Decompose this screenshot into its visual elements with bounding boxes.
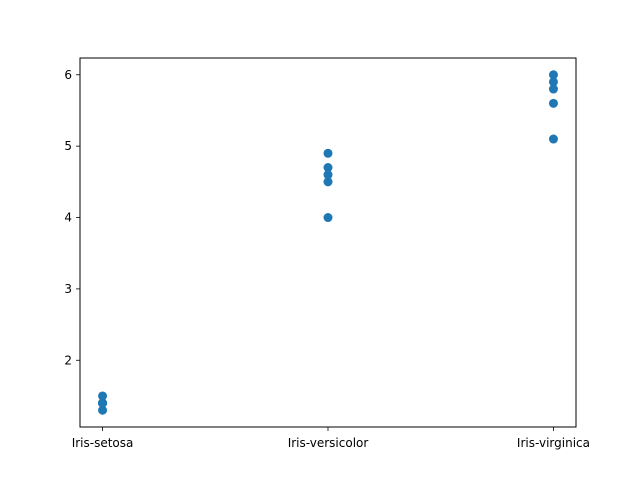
y-tick-label: 6	[64, 68, 72, 82]
scatter-point	[323, 170, 333, 180]
y-tick-label: 5	[64, 139, 72, 153]
scatter-point	[323, 148, 333, 158]
scatter-point	[323, 213, 333, 223]
y-axis: 2 3 4 5 6	[64, 68, 80, 367]
scatter-point	[323, 163, 333, 173]
x-tick-label: Iris-virginica	[517, 436, 590, 450]
scatter-point	[548, 134, 558, 144]
y-tick-label: 4	[64, 211, 72, 225]
x-tick-label: Iris-setosa	[72, 436, 134, 450]
scatter-point	[98, 405, 108, 415]
scatter-point	[548, 70, 558, 80]
y-tick-label: 2	[64, 353, 72, 367]
scatter-point	[548, 77, 558, 87]
scatter-point	[323, 177, 333, 187]
scatter-point	[548, 98, 558, 108]
x-axis: Iris-setosa Iris-versicolor Iris-virginica	[72, 427, 590, 450]
scatter-point	[548, 84, 558, 94]
scatter-point	[98, 391, 108, 401]
x-tick-label: Iris-versicolor	[288, 436, 369, 450]
scatter-point	[98, 398, 108, 408]
y-tick-label: 3	[64, 282, 72, 296]
points-layer	[98, 70, 558, 415]
